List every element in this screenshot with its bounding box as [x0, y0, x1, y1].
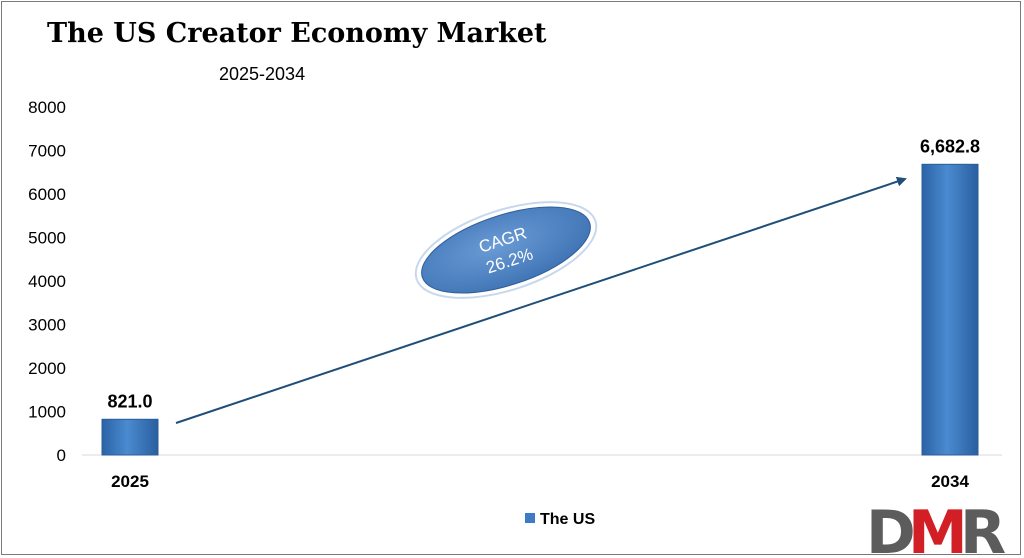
y-tick-label: 1000	[28, 403, 66, 422]
bar-2034	[921, 163, 979, 456]
y-tick-label: 7000	[28, 142, 66, 161]
y-tick-label: 3000	[28, 316, 66, 335]
legend: The US	[525, 511, 595, 528]
data-labels: 821.0 6,682.8	[107, 136, 980, 411]
logo-letter-d: D	[866, 498, 916, 558]
y-tick-label: 6000	[28, 185, 66, 204]
y-tick-label: 0	[57, 446, 66, 465]
growth-arrow	[175, 176, 907, 424]
bar-2025	[101, 418, 159, 456]
dmr-logo: D M R	[866, 498, 1006, 558]
y-tick-label: 8000	[28, 98, 66, 117]
bars	[101, 163, 979, 456]
chart-title: The US Creator Economy Market	[47, 18, 547, 49]
x-category-label: 2025	[111, 472, 149, 491]
x-category-label: 2034	[931, 472, 969, 491]
cagr-annotation: CAGR 26.2%	[414, 201, 598, 299]
logo-letter-m: M	[908, 498, 968, 558]
legend-label: The US	[540, 511, 595, 528]
y-tick-label: 4000	[28, 272, 66, 291]
y-tick-label: 2000	[28, 359, 66, 378]
data-label: 821.0	[107, 391, 152, 411]
logo-letter-r: R	[960, 498, 1006, 558]
y-axis-ticks: 0 1000 2000 3000 4000 5000 6000 7000 8000	[28, 98, 66, 465]
y-tick-label: 5000	[28, 229, 66, 248]
category-labels: 2025 2034	[111, 472, 969, 491]
legend-swatch	[525, 513, 535, 523]
chart-subtitle: 2025-2034	[219, 64, 305, 84]
data-label: 6,682.8	[920, 136, 980, 156]
